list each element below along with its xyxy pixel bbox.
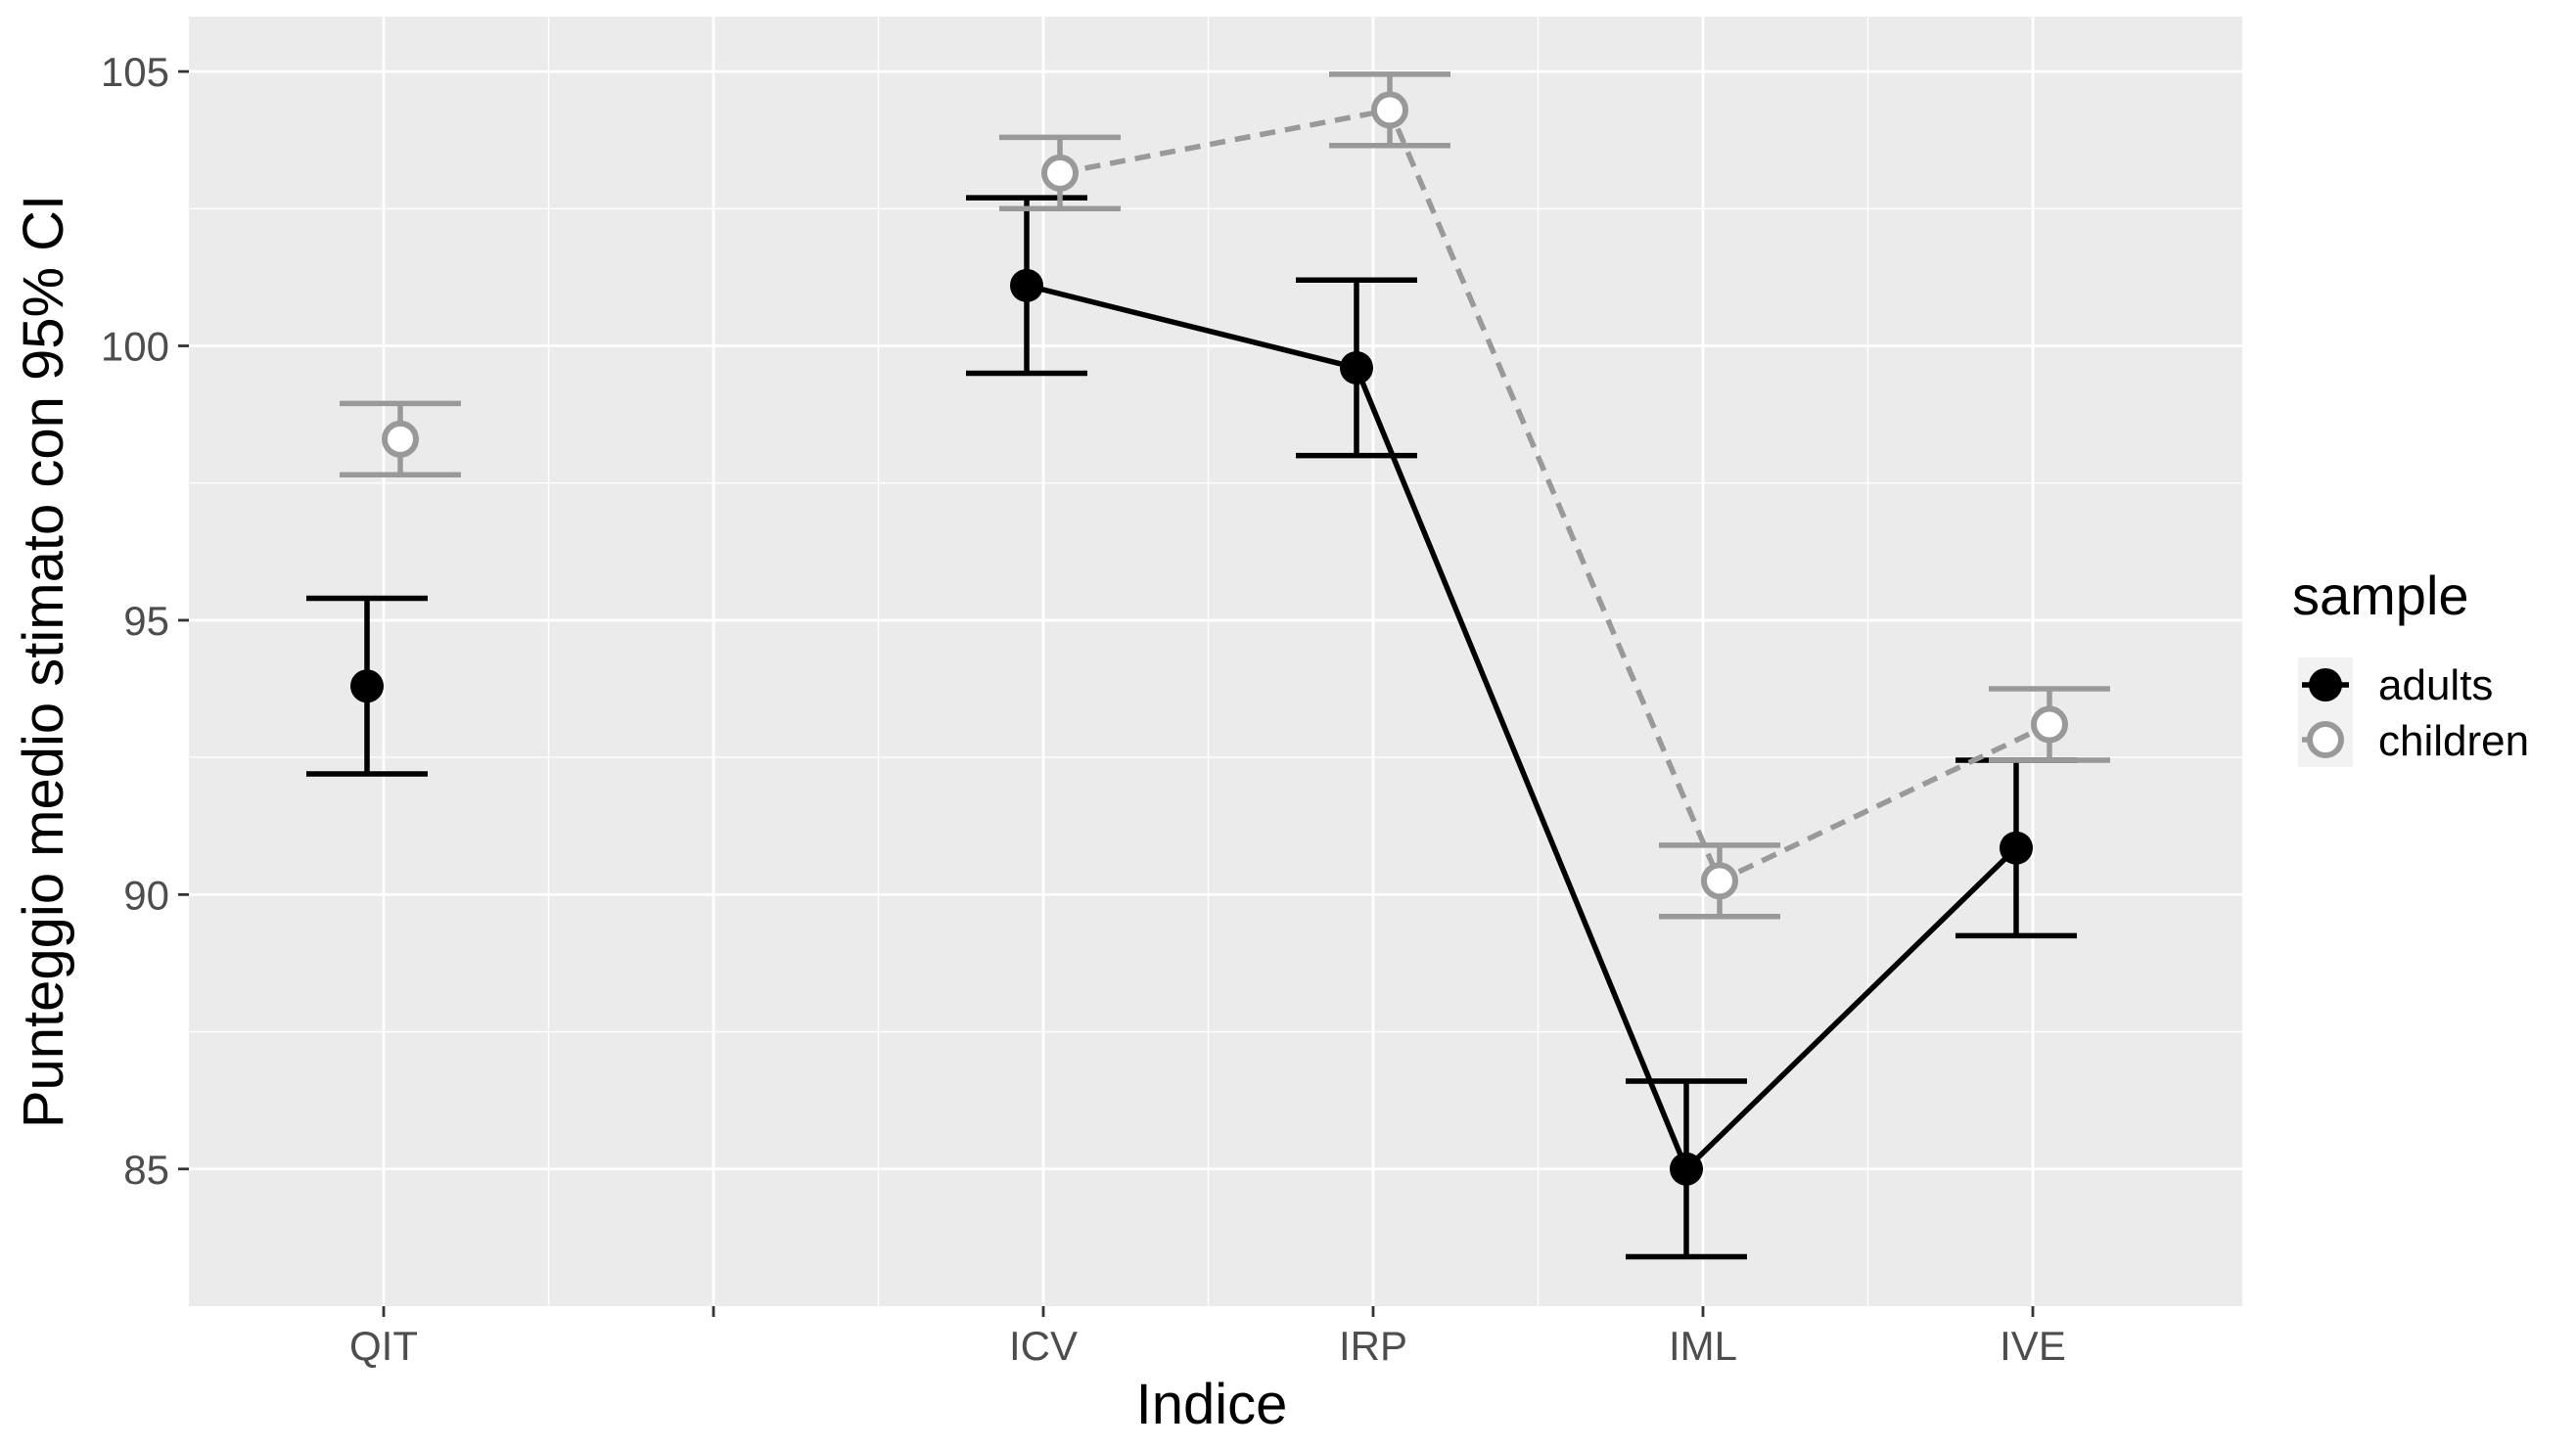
data-point-children-IVE [2031,705,2068,744]
y-tick-label: 95 [123,598,169,644]
x-tick-label: IRP [1339,1323,1407,1369]
y-tick-label: 90 [123,872,169,918]
legend-label-adults: adults [2378,661,2493,709]
data-point-adults-IML [1670,1152,1703,1186]
data-point-adults-QIT [350,669,384,703]
y-axis-title: Punteggio medio stimato con 95% CI [12,195,75,1128]
data-point-children-IRP [1371,91,1408,129]
x-tick-label: IML [1669,1323,1737,1369]
legend-keys [2298,657,2353,767]
data-point-children-IML [1701,862,1738,900]
series-line-children [1059,107,2051,884]
y-axis-ticks: 85 90 95 100 105 [101,49,189,1193]
x-tick-label: QIT [349,1323,418,1369]
series-line-adults [1026,283,2018,1172]
legend: sample adults children [2292,565,2529,767]
grid-lines [189,17,2242,1306]
x-axis-title: Indice [1136,1373,1288,1436]
x-tick-label: ICV [1009,1323,1078,1369]
data-point-adults-ICV [1010,268,1043,302]
legend-label-children: children [2378,717,2529,765]
legend-key-marker [2307,721,2344,758]
x-axis-ticks: QIT ICV IRP IML IVE [349,1306,2066,1369]
x-tick-label: IVE [2000,1323,2066,1369]
y-tick-label: 85 [123,1147,169,1193]
data-point-adults-IRP [1340,350,1373,385]
plot-panel [189,17,2242,1306]
legend-key-marker [2309,668,2342,702]
series-adults [306,195,2077,1260]
y-tick-label: 100 [101,324,169,370]
series-children [340,71,2110,920]
legend-title: sample [2292,565,2469,626]
legend-key-children [2298,712,2353,767]
data-point-children-QIT [382,420,419,458]
y-tick-label: 105 [101,49,169,95]
legend-key-adults [2298,657,2353,712]
series-group [306,71,2110,1260]
data-point-children-ICV [1041,154,1079,192]
data-point-adults-IVE [2000,831,2033,865]
